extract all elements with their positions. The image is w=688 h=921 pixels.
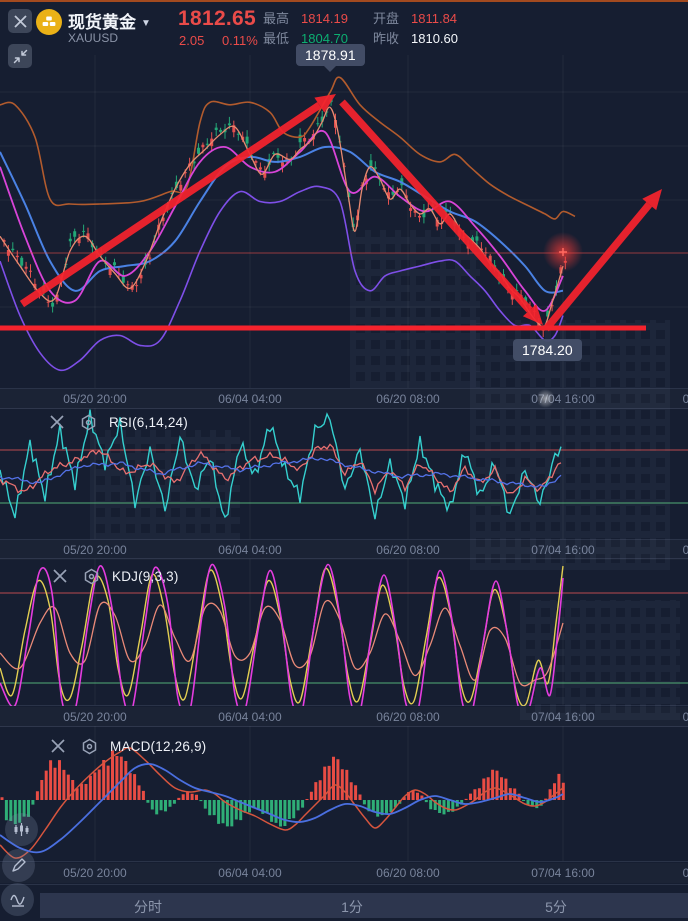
series-D <box>0 599 564 687</box>
rsi-settings-button[interactable] <box>78 412 98 432</box>
timeframe-tab-2[interactable]: 1分 <box>341 899 363 915</box>
kdj-indicator-chart[interactable] <box>0 559 688 706</box>
time-axis-rsi: 05/20 20:00 06/04 04:00 06/20 08:00 07/04 1… <box>0 540 688 560</box>
time-axis-label: 06/20 08:00 <box>376 710 440 724</box>
prev-close-label: 昨收 <box>373 31 400 46</box>
remove-kdj-button[interactable] <box>50 566 70 586</box>
series-ma-salmon <box>0 106 564 328</box>
main-price-chart[interactable] <box>0 55 688 388</box>
time-axis-label: 0 <box>682 543 688 557</box>
timeframe-tab-3[interactable]: 5分 <box>545 899 567 915</box>
wave-indicator-icon <box>9 894 25 907</box>
pencil-icon <box>12 858 26 872</box>
close-icon <box>51 739 65 753</box>
time-axis-label: 07/04 16:00 <box>531 710 595 724</box>
open-label: 开盘 <box>373 11 400 26</box>
collapse-icon <box>13 49 27 63</box>
time-axis-macd: 05/20 20:00 06/04 04:00 06/20 08:00 07/04 1… <box>0 863 688 883</box>
close-button[interactable] <box>8 9 32 33</box>
series-RSI14 <box>0 443 562 496</box>
drawing-tools-button[interactable] <box>2 849 35 882</box>
series-J <box>0 563 564 706</box>
time-axis-label: 07/04 16:00 <box>531 543 595 557</box>
support-price-bubble: 1784.20 <box>513 339 582 361</box>
series-K <box>0 565 564 706</box>
symbol-code: XAUUSD <box>68 31 119 45</box>
last-price: 1812.65 <box>178 7 257 30</box>
macd-title: MACD(12,26,9) <box>110 738 207 754</box>
time-axis-label: 07/04 16:00 <box>531 392 595 406</box>
symbol-selector[interactable]: 现货黄金 ▼ <box>68 8 151 33</box>
series-RSI6 <box>0 409 562 520</box>
remove-rsi-button[interactable] <box>47 412 67 432</box>
rsi-indicator-chart[interactable] <box>0 408 688 539</box>
series-DEA <box>0 763 564 854</box>
collapse-chart-button[interactable] <box>8 44 32 68</box>
time-axis-label: 0 <box>682 866 688 880</box>
time-axis-kdj: 05/20 20:00 06/04 04:00 06/20 08:00 07/04 1… <box>0 707 688 727</box>
macd-hist-positive <box>0 750 565 800</box>
gold-bars-glyph <box>42 16 56 26</box>
time-axis-label: 0 <box>682 392 688 406</box>
series-RSI24 <box>0 456 562 488</box>
time-axis-label: 05/20 20:00 <box>63 392 127 406</box>
gear-icon <box>81 414 95 430</box>
time-axis-label: 06/20 08:00 <box>376 543 440 557</box>
open-value: 1811.84 <box>411 11 458 26</box>
macd-settings-button[interactable] <box>79 736 99 756</box>
change-percent: 0.11% <box>221 33 258 48</box>
change-value: 2.05 <box>179 33 205 48</box>
high-label: 最高 <box>263 11 290 26</box>
top-accent-line <box>0 0 688 2</box>
series-lower-band <box>0 185 564 372</box>
kdj-settings-button[interactable] <box>81 566 101 586</box>
kdj-title: KDJ(9,3,3) <box>112 568 179 584</box>
remove-macd-button[interactable] <box>48 736 68 756</box>
kdj-header: KDJ(9,3,3) <box>50 566 179 586</box>
timeframe-tab-1[interactable]: 分时 <box>134 899 162 915</box>
chevron-down-icon: ▼ <box>141 18 151 29</box>
time-axis-label: 07/04 16:00 <box>531 866 595 880</box>
high-value: 1814.19 <box>301 11 348 26</box>
prev-close-value: 1810.60 <box>411 31 458 46</box>
low-label: 最低 <box>263 31 290 46</box>
gear-icon <box>82 738 96 754</box>
rsi-header: RSI(6,14,24) <box>47 412 188 432</box>
time-axis-label: 06/20 08:00 <box>376 392 440 406</box>
time-axis-label: 06/20 08:00 <box>376 866 440 880</box>
time-axis-label: 05/20 20:00 <box>63 710 127 724</box>
time-axis-label: 06/04 04:00 <box>218 710 282 724</box>
gold-coin-icon <box>36 9 62 35</box>
rsi-title: RSI(6,14,24) <box>109 414 188 430</box>
gear-icon <box>84 568 98 584</box>
price-change: 2.05 0.11% <box>179 33 272 48</box>
candlestick-icon <box>14 823 29 836</box>
close-icon <box>50 415 64 429</box>
symbol-name: 现货黄金 <box>68 13 136 32</box>
series-DIF <box>0 746 564 859</box>
time-axis-label: 05/20 20:00 <box>63 866 127 880</box>
low-value: 1804.70 <box>301 31 348 46</box>
time-axis-label: 0 <box>682 710 688 724</box>
time-axis-label: 06/04 04:00 <box>218 866 282 880</box>
close-icon <box>13 14 27 28</box>
indicator-button[interactable] <box>1 883 34 916</box>
close-icon <box>53 569 67 583</box>
chart-type-button[interactable] <box>5 813 38 846</box>
peak-price-bubble: 1878.91 <box>296 44 365 72</box>
quote-stats: 最高 1814.19 开盘 1811.84 最低 1804.70 昨收 1810… <box>263 9 483 49</box>
time-axis-main: 05/20 20:00 06/04 04:00 06/20 08:00 07/04 1… <box>0 389 688 409</box>
timeframe-toolbar: 分时 1分 5分 <box>40 893 688 918</box>
time-axis-label: 06/04 04:00 <box>218 543 282 557</box>
time-axis-label: 06/04 04:00 <box>218 392 282 406</box>
macd-header: MACD(12,26,9) <box>48 736 206 756</box>
time-axis-label: 05/20 20:00 <box>63 543 127 557</box>
